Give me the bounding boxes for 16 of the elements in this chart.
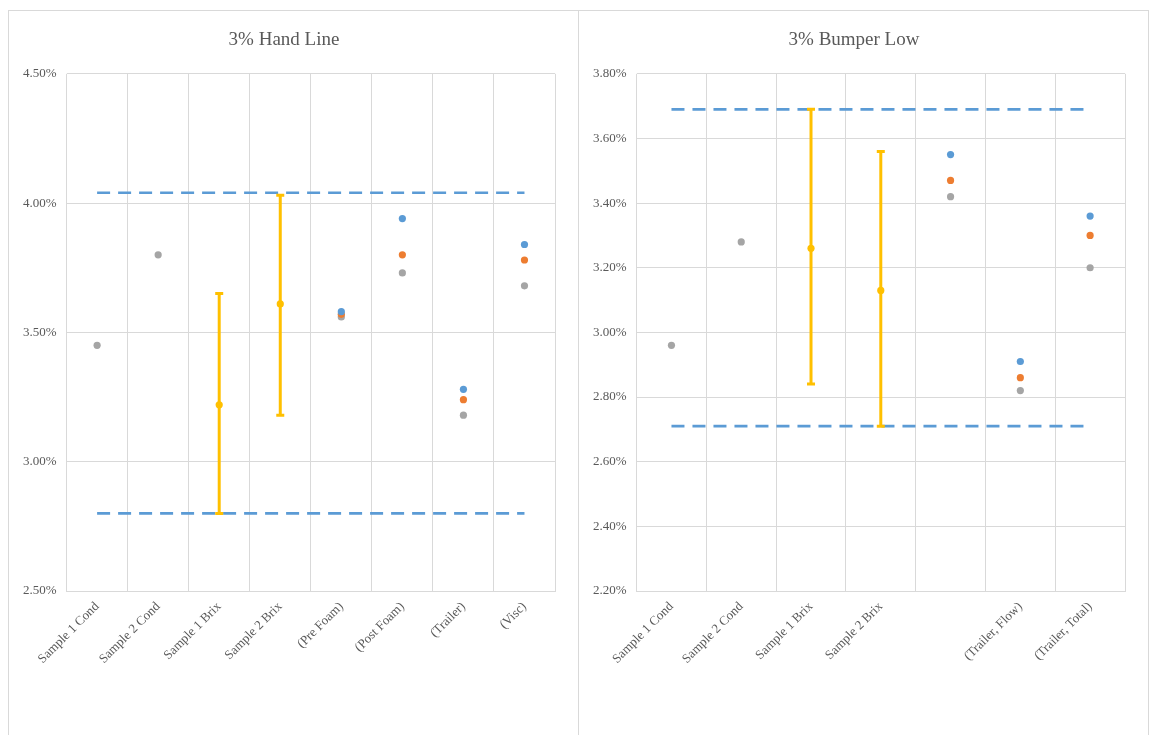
chart-title: 3% Bumper Low <box>788 28 920 50</box>
y-tick-label: 3.00% <box>22 453 57 469</box>
y-tick-label: 3.40% <box>592 194 627 210</box>
y-tick-label: 3.50% <box>22 323 57 339</box>
y-tick-label: 3.20% <box>592 259 627 275</box>
y-tick-label: 2.40% <box>592 517 627 533</box>
chart-title: 3% Hand Line <box>228 28 340 50</box>
y-tick-label: 3.60% <box>592 129 627 145</box>
y-tick-label: 2.50% <box>22 582 57 598</box>
y-tick-label: 2.80% <box>592 388 627 404</box>
y-tick-label: 3.00% <box>592 323 627 339</box>
y-tick-label: 4.50% <box>22 65 57 81</box>
y-tick-label: 3.80% <box>592 65 627 81</box>
y-tick-label: 2.60% <box>592 453 627 469</box>
y-tick-label: 4.00% <box>22 194 57 210</box>
y-tick-label: 2.20% <box>592 582 627 598</box>
